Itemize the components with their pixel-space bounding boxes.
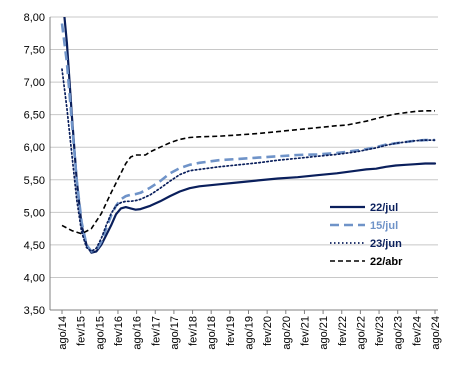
y-tick-label: 4,00 [24, 272, 45, 284]
y-tick-label: 4,50 [24, 240, 45, 252]
x-tick-label: fev/17 [150, 316, 162, 346]
x-tick-label: ago/21 [318, 316, 330, 350]
x-tick-label: ago/23 [393, 316, 405, 350]
x-tick-label: fev/18 [188, 316, 200, 346]
y-tick-label: 3,50 [24, 305, 45, 317]
x-tick-label: ago/15 [94, 316, 106, 350]
y-tick-label: 8,00 [24, 12, 45, 24]
x-tick-label: fev/16 [113, 316, 125, 346]
x-tick-label: ago/20 [281, 316, 293, 350]
series-line-22-jul [63, 17, 437, 254]
legend-label: 22/abr [370, 256, 403, 268]
x-tick-label: fev/22 [337, 316, 349, 346]
x-tick-label: fev/15 [76, 316, 88, 346]
x-tick-label: ago/18 [206, 316, 218, 350]
x-tick-label: ago/17 [169, 316, 181, 350]
x-axis-tick-labels: ago/14 fev/15 ago/15 fev/16 ago/16 fev/17 ago/… [57, 316, 442, 350]
axes [49, 17, 438, 314]
y-tick-label: 7,50 [24, 45, 45, 57]
legend-label: 23/jun [370, 238, 402, 250]
x-tick-label: fev/24 [411, 316, 423, 346]
series-line-22-abr [61, 110, 435, 235]
x-tick-label: fev/20 [262, 316, 274, 346]
y-tick-label: 7,00 [24, 77, 45, 89]
legend-label: 15/jul [370, 220, 398, 232]
series-line-15-jul [60, 23, 435, 253]
y-tick-label: 5,50 [24, 175, 45, 187]
y-axis-tick-labels: 8,00 7,50 7,00 6,50 6,00 5,50 5,00 4,50 4,00 3,50 [24, 12, 45, 317]
x-tick-label: ago/19 [244, 316, 256, 350]
x-tick-label: fev/21 [299, 316, 311, 346]
x-tick-label: fev/19 [225, 316, 237, 346]
x-tick-label: fev/23 [374, 316, 386, 346]
y-tick-label: 5,00 [24, 207, 45, 219]
legend-label: 22/jul [370, 202, 398, 214]
series-lines [60, 17, 437, 254]
x-tick-label: ago/14 [57, 316, 69, 350]
x-tick-label: ago/24 [430, 316, 442, 350]
x-tick-label: ago/16 [132, 316, 144, 350]
x-tick-label: ago/22 [355, 316, 367, 350]
y-tick-label: 6,00 [24, 142, 45, 154]
y-tick-label: 6,50 [24, 110, 45, 122]
series-line-23-jun [61, 68, 436, 253]
legend: 22/jul 15/jul 23/jun 22/abr [330, 202, 403, 268]
